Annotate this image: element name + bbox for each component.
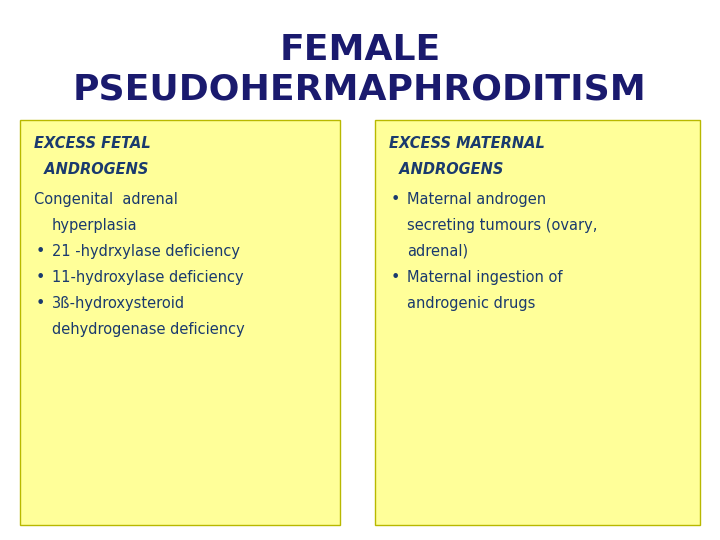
Text: 21 -hydrxylase deficiency: 21 -hydrxylase deficiency <box>52 244 240 259</box>
Text: androgenic drugs: androgenic drugs <box>407 296 536 311</box>
Text: EXCESS MATERNAL: EXCESS MATERNAL <box>389 136 545 151</box>
Text: •: • <box>36 270 45 285</box>
Text: secreting tumours (ovary,: secreting tumours (ovary, <box>407 218 598 233</box>
Text: hyperplasia: hyperplasia <box>52 218 138 233</box>
Text: FEMALE: FEMALE <box>279 33 441 67</box>
FancyBboxPatch shape <box>375 120 700 525</box>
FancyBboxPatch shape <box>20 120 340 525</box>
Text: ANDROGENS: ANDROGENS <box>34 162 148 177</box>
Text: •: • <box>391 270 400 285</box>
Text: PSEUDOHERMAPHRODITISM: PSEUDOHERMAPHRODITISM <box>73 73 647 107</box>
Text: 3ß-hydroxysteroid: 3ß-hydroxysteroid <box>52 296 185 311</box>
Text: EXCESS FETAL: EXCESS FETAL <box>34 136 150 151</box>
Text: •: • <box>36 244 45 259</box>
Text: Maternal androgen: Maternal androgen <box>407 192 546 207</box>
Text: •: • <box>36 296 45 311</box>
Text: Congenital  adrenal: Congenital adrenal <box>34 192 178 207</box>
Text: adrenal): adrenal) <box>407 244 468 259</box>
Text: dehydrogenase deficiency: dehydrogenase deficiency <box>52 322 245 337</box>
Text: 11-hydroxylase deficiency: 11-hydroxylase deficiency <box>52 270 243 285</box>
Text: Maternal ingestion of: Maternal ingestion of <box>407 270 562 285</box>
Text: ANDROGENS: ANDROGENS <box>389 162 503 177</box>
Text: •: • <box>391 192 400 207</box>
